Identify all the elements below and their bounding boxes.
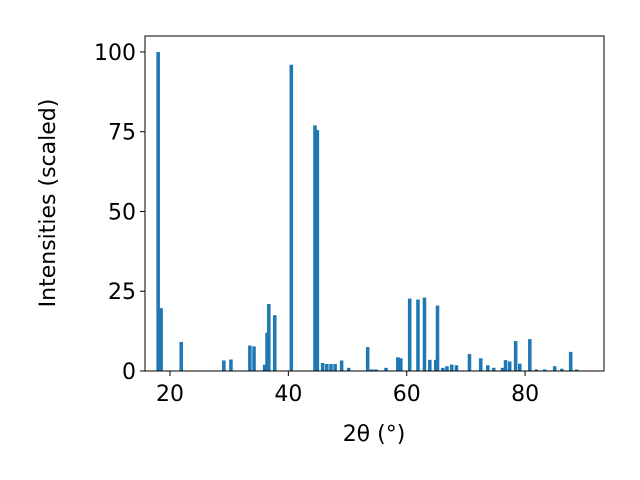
bar — [552, 366, 557, 371]
x-tick-label: 20 — [156, 382, 184, 407]
bar — [333, 363, 337, 371]
x-tick-label: 60 — [393, 382, 421, 407]
bar — [329, 363, 333, 371]
bar — [416, 299, 420, 371]
bar — [365, 347, 370, 371]
x-axis-label: 2θ (°) — [343, 422, 406, 447]
bar — [384, 367, 388, 371]
bar — [518, 363, 522, 371]
bar — [568, 351, 573, 371]
bar — [454, 365, 459, 371]
bar — [507, 361, 512, 371]
bar — [159, 308, 163, 371]
bar — [313, 125, 317, 371]
plot-frame — [144, 35, 605, 372]
bar — [445, 366, 449, 371]
bar — [513, 341, 518, 371]
y-tick-label: 100 — [94, 41, 136, 66]
bar — [272, 315, 277, 371]
bar — [267, 304, 271, 371]
bar — [528, 339, 532, 371]
bar — [315, 130, 320, 371]
bar — [422, 297, 427, 371]
bar — [435, 305, 440, 371]
bar — [346, 367, 351, 371]
bar — [478, 358, 483, 371]
y-tick-label: 75 — [108, 121, 136, 146]
bar — [262, 364, 267, 371]
bar — [222, 360, 226, 371]
bar — [449, 364, 454, 371]
x-tick-label: 80 — [511, 382, 539, 407]
bar — [289, 64, 294, 371]
bar — [407, 298, 412, 371]
bar — [486, 365, 490, 371]
bar — [339, 360, 344, 371]
bar — [503, 360, 508, 371]
bar — [500, 367, 505, 371]
bar — [491, 367, 496, 371]
bar — [374, 369, 378, 371]
bar — [229, 359, 233, 371]
bar — [574, 369, 579, 371]
x-tick-label: 40 — [274, 382, 302, 407]
y-tick-label: 0 — [122, 360, 136, 385]
bar — [560, 368, 564, 371]
bar — [396, 357, 400, 371]
bar — [252, 346, 256, 371]
bar — [399, 358, 403, 371]
y-tick-label: 25 — [108, 280, 136, 305]
bar — [542, 369, 547, 371]
bar — [179, 341, 183, 371]
bar — [325, 363, 329, 371]
bar — [156, 51, 160, 371]
bar — [248, 345, 252, 371]
bar — [534, 369, 539, 371]
bar — [370, 369, 374, 371]
y-axis-label: Intensities (scaled) — [36, 99, 61, 308]
bar — [441, 367, 445, 371]
bar — [320, 363, 325, 371]
bar — [467, 354, 472, 371]
bar — [428, 359, 432, 371]
y-tick-label: 50 — [108, 200, 136, 225]
